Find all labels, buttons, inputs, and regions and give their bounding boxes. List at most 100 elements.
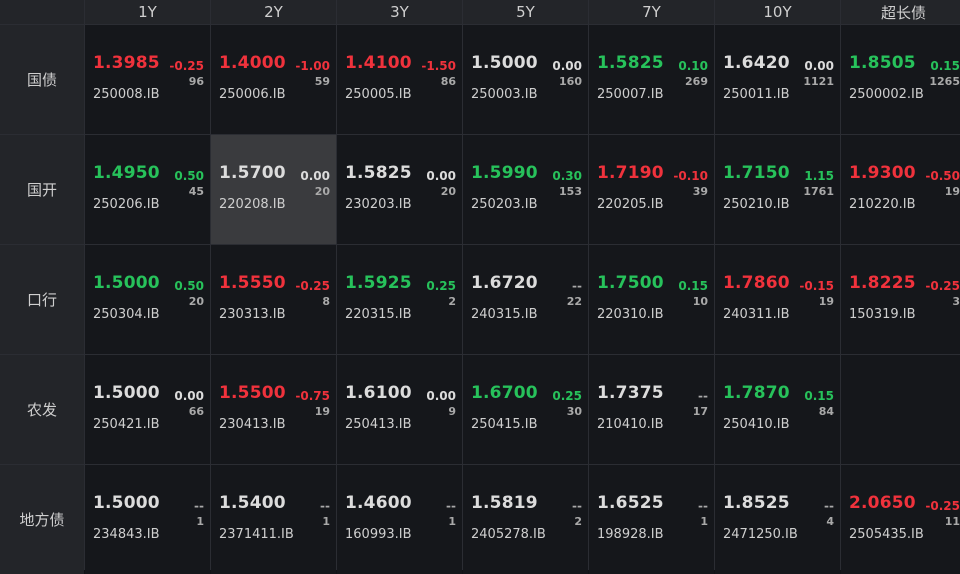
trade-volume: 59 xyxy=(314,75,330,88)
bond-code: 240315.IB xyxy=(471,307,538,322)
yield-change: 0.50 xyxy=(174,279,204,293)
yield-price: 1.3985 xyxy=(93,53,160,73)
yield-change: -1.50 xyxy=(421,59,456,73)
quote-cell[interactable]: 1.8505 0.15 1265 2500002.IB xyxy=(841,25,960,134)
quote-cell[interactable]: 1.6720 -- 22 240315.IB xyxy=(463,245,588,354)
yield-price: 1.4100 xyxy=(345,53,412,73)
quote-cell[interactable]: 1.3985 -0.25 96 250008.IB xyxy=(85,25,210,134)
empty-cell xyxy=(841,355,960,464)
quote-cell[interactable]: 1.6100 0.00 9 250413.IB xyxy=(337,355,462,464)
trade-volume: 160 xyxy=(559,75,582,88)
yield-change: -- xyxy=(824,499,834,513)
quote-cell[interactable]: 1.8225 -0.25 3 150319.IB xyxy=(841,245,960,354)
quote-cell[interactable]: 1.5825 0.10 269 250007.IB xyxy=(589,25,714,134)
quote-cell[interactable]: 1.7150 1.15 1761 250210.IB xyxy=(715,135,840,244)
column-header-3Y: 3Y xyxy=(337,0,462,24)
trade-volume: 10 xyxy=(692,295,708,308)
quote-cell[interactable]: 1.6700 0.25 30 250415.IB xyxy=(463,355,588,464)
yield-change: -- xyxy=(698,389,708,403)
yield-price: 1.8505 xyxy=(849,53,916,73)
yield-change: 0.00 xyxy=(426,169,456,183)
yield-change: -0.25 xyxy=(925,279,960,293)
quote-cell[interactable]: 1.5000 -- 1 234843.IB xyxy=(85,465,210,574)
bond-code: 2405278.IB xyxy=(471,527,546,542)
yield-price: 1.7860 xyxy=(723,273,790,293)
quote-cell[interactable]: 1.4000 -1.00 59 250006.IB xyxy=(211,25,336,134)
quote-cell[interactable]: 1.5990 0.30 153 250203.IB xyxy=(463,135,588,244)
quote-cell[interactable]: 1.7870 0.15 84 250410.IB xyxy=(715,355,840,464)
quote-cell[interactable]: 1.7190 -0.10 39 220205.IB xyxy=(589,135,714,244)
bond-code: 250304.IB xyxy=(93,307,160,322)
trade-volume: 19 xyxy=(314,405,330,418)
yield-change: -0.75 xyxy=(295,389,330,403)
quote-cell[interactable]: 1.5000 0.50 20 250304.IB xyxy=(85,245,210,354)
bond-code: 250206.IB xyxy=(93,197,160,212)
trade-volume: 1761 xyxy=(803,185,834,198)
quote-cell[interactable]: 1.5500 -0.75 19 230413.IB xyxy=(211,355,336,464)
bond-code: 250410.IB xyxy=(723,417,790,432)
yield-price: 1.6700 xyxy=(471,383,538,403)
quote-cell[interactable]: 1.5400 -- 1 2371411.IB xyxy=(211,465,336,574)
yield-change: 1.15 xyxy=(804,169,834,183)
bond-code: 250415.IB xyxy=(471,417,538,432)
bond-code: 250003.IB xyxy=(471,87,538,102)
yield-change: -1.00 xyxy=(295,59,330,73)
bond-code: 250011.IB xyxy=(723,87,790,102)
yield-change: 0.30 xyxy=(552,169,582,183)
yield-change: -- xyxy=(698,499,708,513)
trade-volume: 19 xyxy=(944,185,960,198)
trade-volume: 1 xyxy=(448,515,456,528)
trade-volume: 269 xyxy=(685,75,708,88)
quote-cell[interactable]: 1.7500 0.15 10 220310.IB xyxy=(589,245,714,354)
yield-price: 1.4600 xyxy=(345,493,412,513)
quote-cell[interactable]: 1.8525 -- 4 2471250.IB xyxy=(715,465,840,574)
quote-cell[interactable]: 1.5000 0.00 66 250421.IB xyxy=(85,355,210,464)
row-header: 农发 xyxy=(0,355,84,464)
quote-cell[interactable]: 1.6525 -- 1 198928.IB xyxy=(589,465,714,574)
quote-cell[interactable]: 1.4600 -- 1 160993.IB xyxy=(337,465,462,574)
quote-cell[interactable]: 1.5550 -0.25 8 230313.IB xyxy=(211,245,336,354)
trade-volume: 20 xyxy=(314,185,330,198)
quote-cell[interactable]: 1.4100 -1.50 86 250005.IB xyxy=(337,25,462,134)
trade-volume: 17 xyxy=(692,405,708,418)
quote-cell[interactable]: 1.4950 0.50 45 250206.IB xyxy=(85,135,210,244)
yield-price: 1.5000 xyxy=(93,493,160,513)
bond-code: 234843.IB xyxy=(93,527,160,542)
yield-price: 1.5500 xyxy=(219,383,286,403)
bond-code: 250421.IB xyxy=(93,417,160,432)
yield-change: -0.50 xyxy=(925,169,960,183)
yield-change: -- xyxy=(194,499,204,513)
quote-cell[interactable]: 1.7860 -0.15 19 240311.IB xyxy=(715,245,840,354)
quote-cell[interactable]: 1.5000 0.00 160 250003.IB xyxy=(463,25,588,134)
quote-cell[interactable]: 2.0650 -0.25 11 2505435.IB xyxy=(841,465,960,574)
yield-price: 1.4950 xyxy=(93,163,160,183)
yield-change: 0.00 xyxy=(426,389,456,403)
yield-price: 1.6100 xyxy=(345,383,412,403)
yield-price: 1.8525 xyxy=(723,493,790,513)
trade-volume: 20 xyxy=(440,185,456,198)
quote-cell[interactable]: 1.5819 -- 2 2405278.IB xyxy=(463,465,588,574)
bond-code: 230203.IB xyxy=(345,197,412,212)
bond-code: 250007.IB xyxy=(597,87,664,102)
yield-price: 1.5825 xyxy=(345,163,412,183)
column-header-超长债: 超长债 xyxy=(841,0,960,24)
bond-code: 150319.IB xyxy=(849,307,916,322)
bond-code: 230413.IB xyxy=(219,417,286,432)
quote-cell[interactable]: 1.9300 -0.50 19 210220.IB xyxy=(841,135,960,244)
bond-code: 210410.IB xyxy=(597,417,664,432)
yield-change: 0.15 xyxy=(804,389,834,403)
yield-change: -0.15 xyxy=(799,279,834,293)
yield-change: 0.15 xyxy=(930,59,960,73)
quote-cell[interactable]: 1.5700 0.00 20 220208.IB xyxy=(211,135,336,244)
quote-cell[interactable]: 1.6420 0.00 1121 250011.IB xyxy=(715,25,840,134)
quote-cell[interactable]: 1.5925 0.25 2 220315.IB xyxy=(337,245,462,354)
trade-volume: 1 xyxy=(322,515,330,528)
yield-price: 1.5000 xyxy=(93,273,160,293)
yield-change: -- xyxy=(572,499,582,513)
quote-cell[interactable]: 1.5825 0.00 20 230203.IB xyxy=(337,135,462,244)
trade-volume: 19 xyxy=(818,295,834,308)
quote-cell[interactable]: 1.7375 -- 17 210410.IB xyxy=(589,355,714,464)
yield-price: 1.7500 xyxy=(597,273,664,293)
yield-price: 1.5925 xyxy=(345,273,412,293)
yield-price: 1.5000 xyxy=(471,53,538,73)
